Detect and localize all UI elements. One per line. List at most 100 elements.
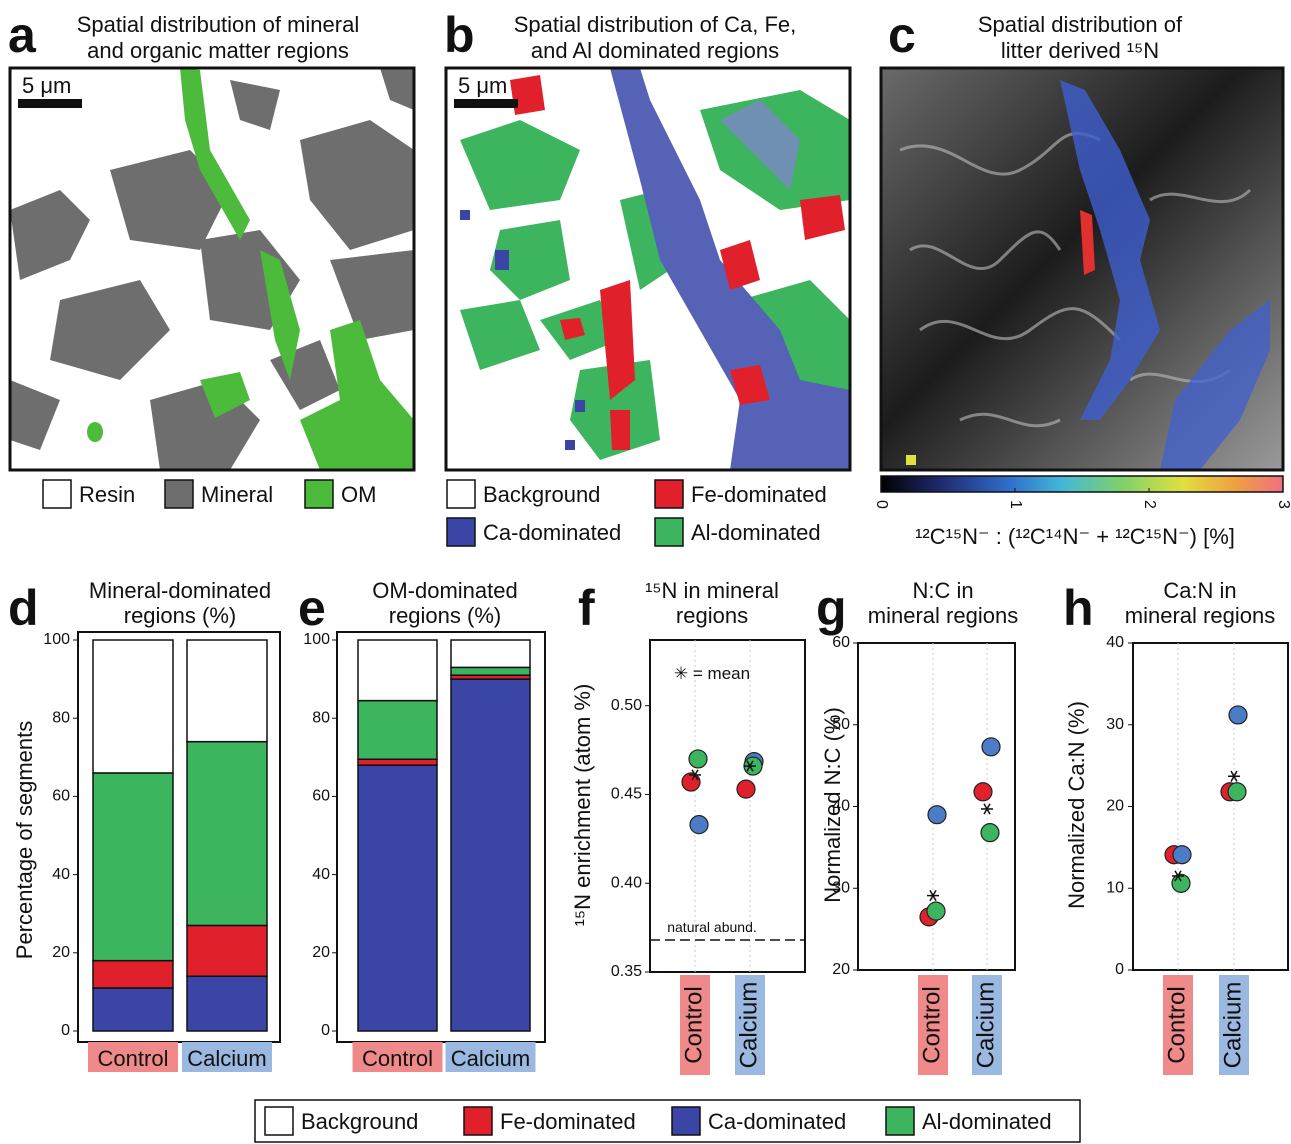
reference-label: natural abund.	[667, 919, 757, 935]
y-tick-label: 0	[1115, 961, 1124, 978]
map-b	[446, 68, 850, 470]
page: a Spatial distribution of mineraland orga…	[0, 0, 1291, 1144]
map-a	[10, 68, 414, 470]
y-tick-label: 60	[312, 788, 330, 805]
y-tick-label: 60	[832, 634, 850, 651]
map-c	[881, 68, 1283, 470]
chart-title: mineral regions	[868, 603, 1018, 628]
legend-label: Ca-dominated	[708, 1109, 846, 1134]
y-tick-label: 40	[1106, 634, 1124, 651]
panel-title: and Al dominated regions	[531, 38, 779, 63]
legend-label: Al-dominated	[691, 520, 821, 545]
y-axis-label: Normalized Ca:N (%)	[1064, 701, 1089, 909]
dot	[1172, 874, 1190, 892]
legend-swatch	[655, 480, 683, 508]
bar-segment	[451, 667, 530, 675]
panel-title: and organic matter regions	[87, 38, 349, 63]
legend-swatch	[886, 1107, 914, 1135]
bar-segment	[187, 742, 267, 926]
dot	[1173, 846, 1191, 864]
dot	[1229, 706, 1247, 724]
x-tick-label: Control	[918, 986, 945, 1063]
legend-swatch	[464, 1107, 492, 1135]
chart-title: regions (%)	[124, 603, 236, 628]
dot	[982, 738, 1000, 756]
y-tick-label: 20	[312, 944, 330, 961]
y-tick-label: 30	[1106, 716, 1124, 733]
y-tick-label: 80	[52, 709, 70, 726]
y-tick-label: 80	[312, 709, 330, 726]
y-tick-label: 0.35	[611, 963, 642, 980]
panel-label: e	[298, 580, 326, 636]
legend-label: Background	[301, 1109, 418, 1134]
colorbar	[881, 476, 1283, 492]
bar-segment	[187, 640, 267, 742]
dot	[1228, 783, 1246, 801]
dot	[737, 780, 755, 798]
x-tick-label: Calcium	[187, 1046, 266, 1071]
panel-label: f	[578, 580, 595, 636]
y-tick-label: 60	[52, 788, 70, 805]
bar-segment	[93, 773, 173, 961]
scale-bar	[18, 99, 82, 108]
y-tick-label: 40	[52, 866, 70, 883]
x-tick-label: Calcium	[972, 982, 999, 1069]
chart-title: mineral regions	[1125, 603, 1275, 628]
y-tick-label: 40	[312, 866, 330, 883]
legend-label: Mineral	[201, 482, 273, 507]
chart-title: regions (%)	[389, 603, 501, 628]
y-tick-label: 100	[303, 631, 330, 648]
colorbar-tick-label: 0	[873, 500, 890, 509]
legend-label: Background	[483, 482, 600, 507]
dot	[690, 816, 708, 834]
panel-label: g	[816, 580, 847, 636]
legend-swatch	[43, 480, 71, 508]
scale-bar-label: 5 μm	[22, 73, 71, 98]
y-tick-label: 40	[832, 798, 850, 815]
y-tick-label: 0.50	[611, 697, 642, 714]
legend-label: Fe-dominated	[691, 482, 827, 507]
legend-label: OM	[341, 482, 376, 507]
bar-segment	[187, 976, 267, 1031]
bar-segment	[93, 961, 173, 988]
plot-frame	[1133, 643, 1288, 970]
y-axis-label: ¹⁵N enrichment (atom %)	[570, 684, 595, 927]
panel-title: Spatial distribution of Ca, Fe,	[514, 12, 796, 37]
chart-title: N:C in	[912, 578, 973, 603]
annotation: ✳ = mean	[674, 664, 750, 683]
dot	[689, 750, 707, 768]
panel-label: a	[8, 7, 37, 63]
bar-segment	[451, 679, 530, 1031]
chart-title: Ca:N in	[1163, 578, 1236, 603]
panel-label: c	[888, 7, 916, 63]
x-tick-label: Calcium	[735, 982, 762, 1069]
y-tick-label: 50	[832, 716, 850, 733]
bar-segment	[358, 640, 437, 701]
legend-swatch	[165, 480, 193, 508]
dot	[974, 783, 992, 801]
bar-segment	[93, 640, 173, 773]
dot	[682, 773, 700, 791]
legend-label: Ca-dominated	[483, 520, 621, 545]
y-tick-label: 0.45	[611, 786, 642, 803]
chart-title: regions	[676, 603, 748, 628]
x-tick-label: Control	[1163, 986, 1190, 1063]
y-tick-label: 0	[61, 1022, 70, 1039]
panel-label: h	[1063, 580, 1094, 636]
scale-bar-label: 5 μm	[458, 73, 507, 98]
y-tick-label: 20	[1106, 798, 1124, 815]
chart-title: ¹⁵N in mineral	[645, 578, 779, 603]
x-tick-label: Control	[680, 986, 707, 1063]
panel-title: Spatial distribution of mineral	[77, 12, 359, 37]
y-tick-label: 10	[1106, 879, 1124, 896]
chart-title: Mineral-dominated	[89, 578, 271, 603]
chart-title: OM-dominated	[372, 578, 518, 603]
y-axis-label: Percentage of segments	[12, 721, 37, 959]
x-tick-label: Calcium	[451, 1046, 530, 1071]
legend-swatch	[305, 480, 333, 508]
bar-segment	[451, 640, 530, 667]
colorbar-tick-label: 1	[1007, 500, 1024, 509]
legend-label: Fe-dominated	[500, 1109, 636, 1134]
dot	[928, 806, 946, 824]
y-tick-label: 20	[52, 944, 70, 961]
